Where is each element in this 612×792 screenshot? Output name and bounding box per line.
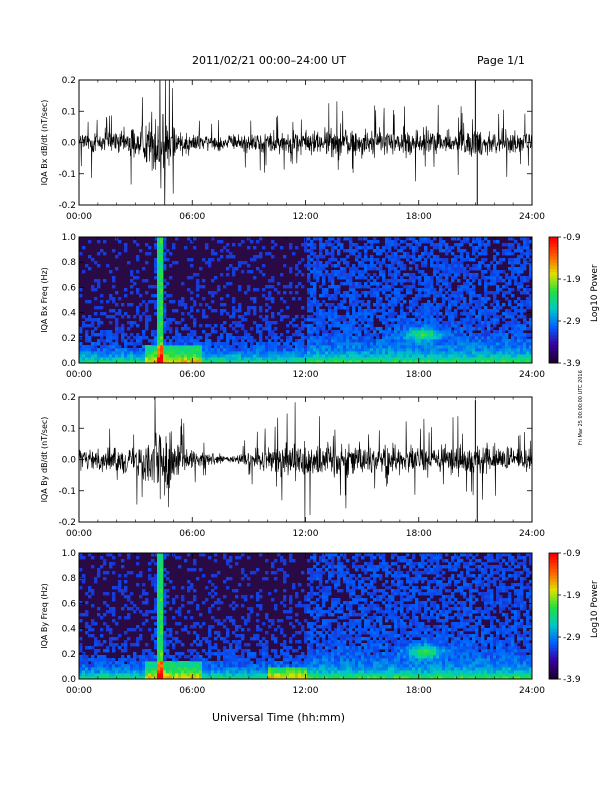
y-tick-label: 0.1 (62, 107, 76, 117)
colorbar: -0.9 -1.9 -2.9 -3.9 Log10 Power (548, 233, 600, 369)
colorbar-label: Log10 Power (590, 580, 600, 638)
y-tick-label: 0.6 (62, 599, 77, 609)
x-tick-label: 24:00 (519, 212, 545, 222)
x-tick-label: 00:00 (66, 212, 92, 222)
y-tick-label: -0.1 (58, 170, 76, 180)
y-tick-label: 0.0 (62, 139, 77, 149)
x-tick-label: 12:00 (293, 212, 319, 222)
panel-4: -0.9 -1.9 -2.9 -3.9 Log10 Power 00:00 06:00 12:… (40, 549, 600, 696)
page-title: 2011/02/21 00:00–24:00 UT (192, 54, 346, 67)
x-tick-label: 06:00 (179, 686, 205, 696)
x-tick-label: 00:00 (66, 370, 92, 380)
y-axis-title: IQA Bx dB/dt (nT/sec) (40, 100, 49, 186)
y-tick-label: 0.1 (62, 424, 76, 434)
trace-line (79, 80, 532, 205)
panel-3: 00:00 06:00 12:00 18:00 24:00 -0.2 -0.1 0.0 0.1 0… (40, 393, 545, 539)
x-tick-label: 24:00 (519, 370, 545, 380)
colorbar-tick-label: -3.9 (563, 359, 581, 369)
x-tick-label: 24:00 (519, 529, 545, 539)
x-tick-label: 18:00 (406, 212, 432, 222)
x-tick-label: 00:00 (66, 686, 92, 696)
y-tick-label: -0.1 (58, 487, 76, 497)
y-tick-label: 1.0 (62, 549, 77, 559)
panel-2: -0.9 -1.9 -2.9 -3.9 Log10 Power 00:00 06:00 12:… (40, 233, 600, 380)
y-tick-label: 0.0 (62, 675, 77, 685)
x-tick-label: 06:00 (179, 370, 205, 380)
spectrogram-cells (79, 237, 532, 363)
y-tick-label: 0.6 (62, 283, 77, 293)
x-tick-label: 18:00 (406, 370, 432, 380)
colorbar-tick-label: -1.9 (563, 591, 581, 601)
x-tick-label: 00:00 (66, 529, 92, 539)
y-axis-title: IQA Bx Freq (Hz) (40, 267, 49, 333)
colorbar-tick-label: -2.9 (563, 317, 581, 327)
colorbar-tick-label: -0.9 (563, 233, 581, 243)
x-tick-label: 06:00 (179, 212, 205, 222)
y-tick-label: 0.8 (62, 574, 77, 584)
y-tick-label: 0.2 (62, 650, 76, 660)
y-tick-label: -0.2 (58, 518, 76, 528)
x-axis-title: Universal Time (hh:mm) (212, 711, 345, 724)
colorbar-label: Log10 Power (590, 264, 600, 322)
y-tick-label: 0.0 (62, 456, 77, 466)
y-tick-label: 0.8 (62, 258, 77, 268)
y-axis-title: IQA By Freq (Hz) (40, 583, 49, 649)
side-timestamp: Fri Mar 25 00:00:00 UTC 2016 (578, 370, 584, 445)
y-tick-label: -0.2 (58, 201, 76, 211)
colorbar-tick-label: -2.9 (563, 633, 581, 643)
y-tick-label: 0.4 (62, 309, 77, 319)
page-number: Page 1/1 (477, 54, 525, 67)
y-tick-label: 0.2 (62, 76, 76, 86)
x-tick-label: 12:00 (293, 370, 319, 380)
x-tick-label: 24:00 (519, 686, 545, 696)
x-tick-label: 18:00 (406, 686, 432, 696)
spectrogram-cells (79, 553, 532, 679)
y-tick-label: 0.2 (62, 334, 76, 344)
panel-1: 00:00 06:00 12:00 18:00 24:00 -0.2 -0.1 0.0 0.1 0… (40, 76, 545, 222)
y-tick-label: 0.2 (62, 393, 76, 403)
trace-line (79, 397, 532, 522)
colorbar: -0.9 -1.9 -2.9 -3.9 Log10 Power (548, 549, 600, 685)
x-tick-label: 06:00 (179, 529, 205, 539)
colorbar-tick-label: -3.9 (563, 675, 581, 685)
x-tick-label: 12:00 (293, 686, 319, 696)
y-tick-label: 0.0 (62, 359, 77, 369)
x-tick-label: 18:00 (406, 529, 432, 539)
colorbar-tick-label: -0.9 (563, 549, 581, 559)
colorbar-tick-label: -1.9 (563, 275, 581, 285)
x-tick-label: 12:00 (293, 529, 319, 539)
y-tick-label: 0.4 (62, 625, 77, 635)
y-tick-label: 1.0 (62, 233, 77, 243)
y-axis-title: IQA By dB/dt (nT/sec) (40, 417, 49, 503)
